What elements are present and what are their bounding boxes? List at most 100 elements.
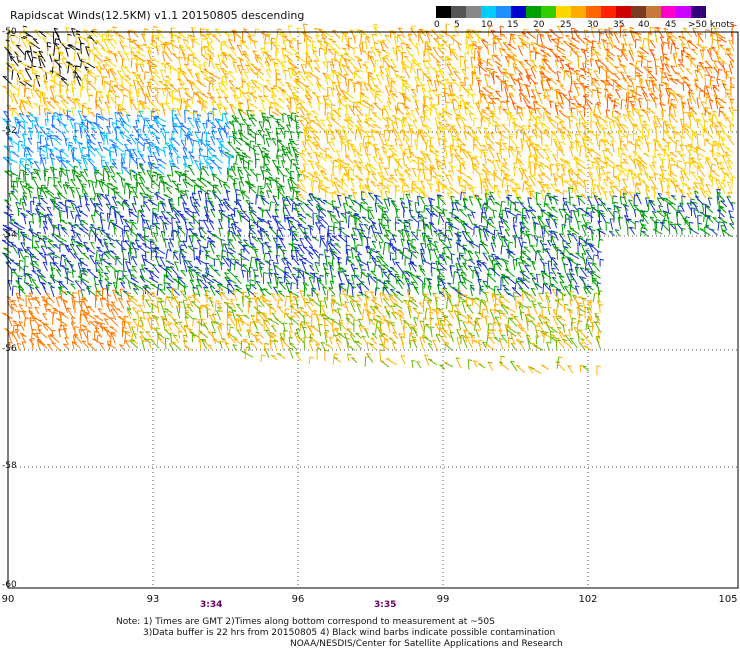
- wind-barb-flag: [422, 72, 427, 75]
- wind-barb-flag: [338, 81, 343, 84]
- wind-barb-flag: [519, 93, 524, 96]
- wind-barb: [450, 51, 459, 61]
- wind-barb: [477, 30, 480, 44]
- wind-barb: [492, 160, 497, 170]
- wind-barb: [668, 136, 678, 145]
- wind-barb: [365, 36, 371, 44]
- wind-barb: [451, 79, 460, 87]
- wind-barb: [186, 46, 196, 55]
- wind-barb-flag: [10, 34, 15, 37]
- wind-barb-flag: [730, 83, 735, 86]
- wind-barb: [637, 74, 643, 85]
- wind-barb: [165, 87, 172, 98]
- wind-barb: [303, 31, 306, 43]
- wind-barb-flag: [573, 95, 578, 98]
- wind-barb-flag: [94, 47, 99, 50]
- wind-barb-flag: [191, 26, 196, 29]
- wind-barb-flag: [59, 62, 64, 65]
- wind-barb: [23, 87, 27, 98]
- wind-barb: [194, 160, 201, 171]
- wind-barb: [294, 95, 306, 104]
- wind-barb-flag: [87, 36, 92, 39]
- wind-barb: [631, 104, 635, 117]
- wind-barb: [548, 119, 557, 130]
- wind-barb-flag: [60, 78, 66, 81]
- wind-barb-flag: [539, 33, 545, 36]
- wind-barb-flag: [597, 116, 602, 119]
- wind-barb-flag: [224, 72, 229, 75]
- wind-barb: [531, 89, 537, 100]
- wind-barb: [96, 61, 103, 69]
- wind-barb: [240, 123, 243, 133]
- wind-barb-flag: [394, 70, 399, 73]
- wind-barb: [645, 79, 649, 87]
- wind-barb: [471, 72, 481, 80]
- wind-barb: [355, 101, 363, 112]
- wind-barb-flag: [261, 112, 266, 115]
- wind-barb-flag: [386, 116, 392, 119]
- wind-barb-flag: [453, 108, 458, 111]
- wind-barb-flag: [590, 46, 596, 49]
- wind-barb-flag: [207, 112, 213, 115]
- wind-barb: [675, 140, 677, 153]
- wind-barb-flag: [112, 26, 117, 29]
- wind-barb: [170, 40, 175, 51]
- wind-barb: [403, 80, 412, 88]
- wind-barb-flag: [87, 120, 92, 123]
- wind-barb: [553, 53, 559, 61]
- wind-barb-flag: [129, 40, 134, 43]
- wind-barb-flag: [200, 53, 206, 56]
- wind-barb-flag: [525, 68, 530, 71]
- wind-barb-flag: [82, 115, 88, 118]
- wind-barb: [449, 94, 459, 104]
- wind-barb: [649, 49, 656, 61]
- wind-barb-flag: [430, 164, 435, 167]
- wind-barb-flag: [238, 108, 243, 111]
- wind-barb-flag: [332, 69, 337, 72]
- wind-barb: [696, 118, 699, 129]
- wind-barb: [107, 38, 116, 49]
- wind-barb-flag: [136, 58, 141, 61]
- wind-barb-flag: [574, 29, 579, 32]
- wind-barb-flag: [667, 123, 672, 126]
- wind-barb-flag: [687, 111, 692, 114]
- wind-barb-flag: [571, 107, 576, 110]
- wind-barb: [533, 101, 537, 115]
- wind-barb-flag: [422, 50, 428, 53]
- wind-barb: [681, 123, 684, 135]
- wind-barb-flag: [628, 43, 633, 46]
- wind-barb: [699, 62, 705, 70]
- wind-barb-flag: [565, 34, 570, 37]
- wind-barb: [246, 99, 250, 111]
- wind-barb-flag: [502, 68, 508, 71]
- wind-barb-flag: [166, 87, 171, 90]
- legend-label-35: 35: [613, 20, 625, 30]
- wind-barb-flag: [361, 33, 366, 36]
- wind-barb-flag: [474, 66, 479, 69]
- wind-barb-flag: [255, 54, 260, 57]
- wind-barb-flag: [487, 94, 492, 97]
- wind-barb: [434, 70, 440, 79]
- wind-barb: [80, 58, 83, 68]
- wind-barb-flag: [494, 61, 499, 63]
- wind-barb-flag: [420, 115, 425, 118]
- wind-barb-flag: [8, 49, 13, 52]
- wind-barb: [221, 60, 229, 69]
- wind-barb: [87, 107, 90, 116]
- wind-barb-flag: [591, 80, 597, 83]
- wind-barb-flag: [337, 71, 342, 74]
- wind-barb-flag: [697, 68, 702, 71]
- wind-barb: [241, 80, 251, 88]
- wind-barb-flag: [86, 88, 91, 91]
- wind-barb: [496, 66, 503, 75]
- wind-barb-flag: [306, 38, 311, 41]
- wind-barb-flag: [425, 30, 430, 33]
- wind-barb-flag: [691, 48, 696, 51]
- wind-barb: [223, 96, 230, 104]
- wind-barb-flag: [706, 111, 712, 114]
- wind-barb-flag: [109, 68, 114, 71]
- wind-barb-flag: [531, 88, 536, 91]
- wind-barb-flag: [183, 39, 188, 41]
- wind-barb: [155, 109, 160, 117]
- wind-barb-flag: [422, 60, 428, 63]
